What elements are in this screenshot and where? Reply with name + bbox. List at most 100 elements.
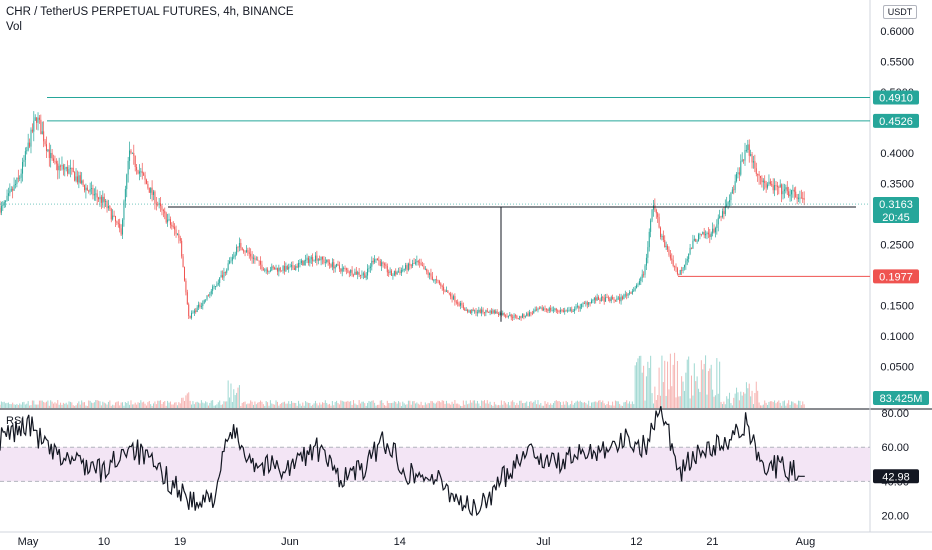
volume-bar [229, 397, 231, 408]
candle-body [210, 290, 212, 294]
rsi-legend[interactable]: RSI [6, 415, 25, 427]
candle-body [207, 295, 209, 297]
candle-body [44, 141, 46, 145]
volume-bar [50, 400, 52, 408]
candle-body [516, 315, 518, 319]
volume-bar [578, 401, 580, 408]
candle-body [99, 196, 101, 200]
volume-bar [265, 401, 267, 408]
chart-legend[interactable]: CHR / TetherUS PERPETUAL FUTURES, 4h, BI… [6, 5, 294, 35]
volume-bar [276, 401, 278, 408]
volume-bar [499, 405, 501, 408]
volume-bar [198, 402, 200, 408]
volume-bar [124, 402, 126, 408]
volume-legend[interactable]: Vol [6, 21, 22, 33]
volume-bar [488, 403, 490, 408]
volume-bar [433, 402, 435, 408]
volume-bar [748, 383, 750, 408]
candle-body [148, 187, 150, 193]
volume-bar [323, 402, 325, 408]
volume-bar [693, 363, 695, 408]
volume-bar [523, 403, 525, 408]
volume-bar [310, 405, 312, 408]
volume-bar [2, 402, 4, 408]
volume-bar [592, 402, 594, 408]
volume-bar [329, 403, 331, 408]
volume-bar [550, 403, 552, 408]
volume-bar [227, 380, 229, 408]
volume-bar [420, 401, 422, 408]
candle-body [758, 174, 760, 176]
candle-body [333, 262, 335, 269]
currency-unit-button[interactable]: USDT [883, 5, 917, 19]
candle-body [407, 263, 409, 271]
candle-body [43, 131, 45, 142]
volume-bar [112, 404, 114, 408]
volume-bar [441, 400, 443, 408]
volume-bar [778, 400, 780, 408]
volume-bar [631, 401, 633, 408]
candle-body [271, 266, 273, 271]
volume-bar [261, 401, 263, 408]
candle-body [699, 234, 701, 235]
candle-body [285, 266, 287, 272]
candle-body [406, 265, 408, 271]
candle-body [195, 310, 197, 312]
candle-body [564, 310, 566, 313]
candle-body [686, 259, 688, 261]
candle-body [361, 274, 363, 276]
candle-body [612, 297, 614, 300]
volume-bar [224, 401, 226, 408]
candle-body [698, 234, 700, 241]
volume-bar [96, 400, 98, 408]
symbol-title[interactable]: CHR / TetherUS PERPETUAL FUTURES, 4h, BI… [6, 6, 294, 18]
candle-body [505, 315, 507, 317]
candle-body [214, 286, 216, 287]
candle-body [589, 302, 591, 304]
volume-bar [400, 405, 402, 408]
candle-body [241, 247, 243, 251]
volume-bar [799, 400, 801, 408]
volume-bar [423, 405, 425, 408]
candle-body [434, 279, 436, 281]
volume-bar [306, 402, 308, 408]
volume-bar [514, 405, 516, 408]
candle-body [91, 188, 93, 189]
candle-body [429, 273, 431, 275]
volume-bar [312, 404, 314, 408]
volume-bar [295, 403, 297, 408]
volume-bar [627, 403, 629, 408]
price-pane[interactable] [0, 0, 870, 409]
candle-body [37, 117, 39, 123]
candle-body [443, 286, 445, 291]
volume-bar [650, 355, 652, 408]
candle-body [388, 272, 390, 274]
candle-body [555, 308, 557, 311]
candle-body [721, 211, 723, 217]
candle-body [136, 166, 138, 171]
candle-body [748, 144, 750, 156]
candle-body [465, 309, 467, 311]
candle-body [55, 161, 57, 164]
volume-bar [16, 403, 18, 408]
volume-bar [426, 404, 428, 408]
volume-bar [169, 401, 171, 408]
volume-bar [696, 376, 698, 408]
candle-body [85, 187, 87, 191]
candle-body [196, 307, 198, 312]
candle-body [344, 268, 346, 269]
volume-bar [68, 401, 70, 408]
candle-body [486, 310, 488, 312]
volume-bar [716, 358, 718, 408]
volume-bar [119, 405, 121, 408]
volume-bar [17, 405, 19, 408]
volume-bar [388, 403, 390, 408]
candle-body [10, 188, 12, 191]
candle-body [322, 256, 324, 260]
time-axis[interactable]: May 10 19 Jun 14 Jul 12 21 Aug [18, 536, 816, 548]
candle-body [96, 193, 98, 198]
volume-bar [30, 405, 32, 408]
volume-bar [407, 400, 409, 408]
candle-body [168, 219, 170, 220]
